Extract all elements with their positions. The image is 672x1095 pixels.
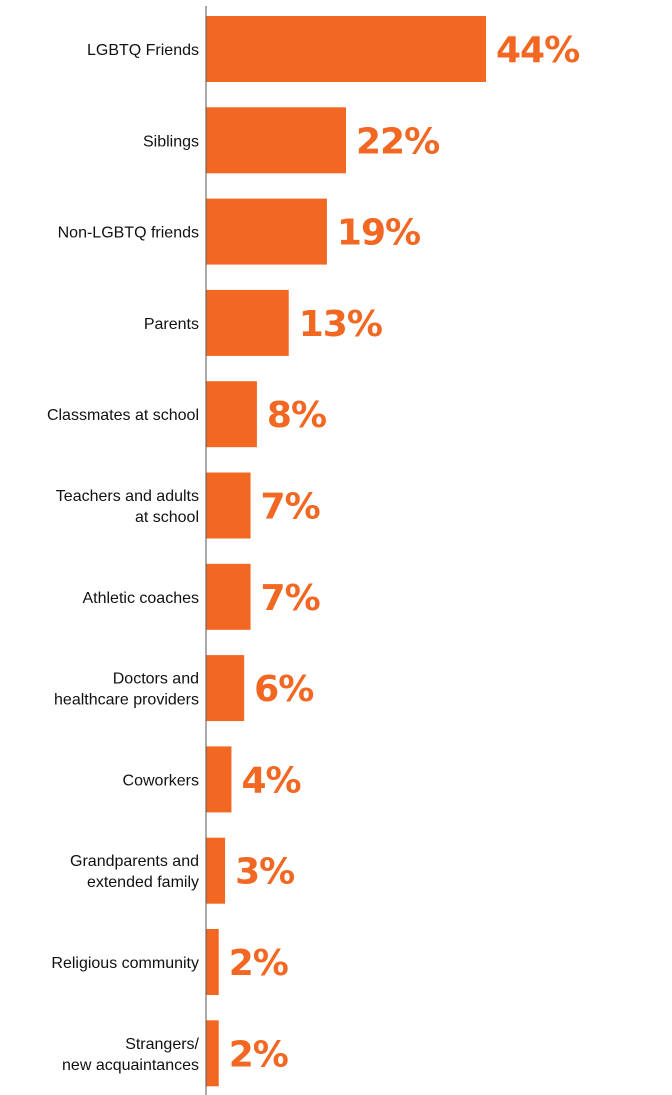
category-label-line: Grandparents and	[70, 853, 199, 870]
bar	[206, 1020, 219, 1087]
category-label: Strangers/new acquaintances	[62, 1036, 200, 1074]
bar	[206, 746, 232, 813]
bar	[206, 655, 245, 722]
bar	[206, 472, 251, 539]
category-label-line: LGBTQ Friends	[87, 42, 199, 59]
data-label: 3%	[235, 852, 294, 893]
data-label: 13%	[299, 304, 382, 345]
category-label-line: Strangers/	[125, 1036, 199, 1053]
category-label-line: Religious community	[51, 955, 199, 972]
category-label: Teachers and adults at school	[56, 488, 199, 526]
category-label-line: Parents	[144, 316, 199, 333]
category-label-line: extended family	[87, 874, 199, 891]
bar	[206, 563, 251, 630]
category-label-line: Coworkers	[123, 772, 199, 789]
category-label-line: Athletic coaches	[82, 590, 199, 607]
bars-group	[206, 16, 486, 1087]
category-label-line: Teachers and adults	[56, 488, 199, 505]
bar	[206, 381, 257, 448]
category-labels-group: LGBTQ Friends Siblings Non-LGBTQ friends Pa…	[47, 42, 200, 1074]
category-label-line: Doctors and	[113, 671, 199, 688]
data-label: 4%	[241, 760, 300, 801]
bar	[206, 107, 346, 174]
category-label: Grandparents and extended family	[70, 853, 199, 891]
data-label: 44%	[496, 30, 579, 71]
category-label-line: at school	[135, 509, 199, 526]
data-label: 22%	[356, 121, 439, 162]
category-label: Doctors and healthcare providers	[54, 671, 199, 709]
data-label: 6%	[254, 669, 313, 710]
category-label: Parents	[144, 316, 199, 333]
value-labels-group: 44% 22% 19% 13% 8% 7% 7% 6% 4% 3% 2% 2%	[229, 30, 580, 1075]
category-label-line: Classmates at school	[47, 407, 199, 424]
bar	[206, 16, 486, 82]
category-label: Coworkers	[123, 772, 199, 789]
bar	[206, 837, 226, 904]
category-label-line: Non-LGBTQ friends	[58, 225, 199, 242]
category-label: Religious community	[51, 955, 199, 972]
data-label: 7%	[261, 487, 320, 528]
bar	[206, 289, 289, 356]
data-label: 2%	[229, 1034, 288, 1075]
category-label-line: Siblings	[143, 133, 199, 150]
bar	[206, 198, 327, 265]
data-label: 2%	[229, 943, 288, 984]
data-label: 19%	[337, 213, 420, 254]
category-label: Classmates at school	[47, 407, 199, 424]
category-label: LGBTQ Friends	[87, 42, 199, 59]
bar	[206, 929, 219, 995]
category-label: Non-LGBTQ friends	[58, 225, 199, 242]
data-label: 7%	[261, 578, 320, 619]
category-label: Siblings	[143, 133, 199, 150]
category-label-line: healthcare providers	[54, 692, 199, 709]
category-label: Athletic coaches	[82, 590, 199, 607]
category-label-line: new acquaintances	[62, 1057, 199, 1074]
data-label: 8%	[267, 395, 326, 436]
